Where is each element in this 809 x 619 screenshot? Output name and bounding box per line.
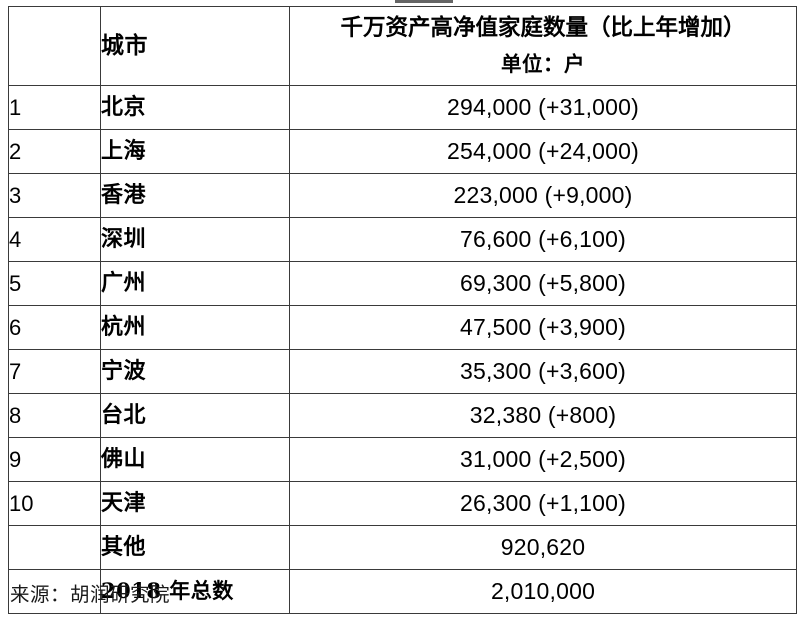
table-row-other: 其他 920,620 xyxy=(8,525,797,570)
cell-value: 32,380 (+800) xyxy=(289,393,797,438)
cell-value: 26,300 (+1,100) xyxy=(289,481,797,526)
cell-rank: 6 xyxy=(8,305,101,350)
cell-rank: 1 xyxy=(8,85,101,130)
table-header-row: 城市 千万资产高净值家庭数量（比上年增加） 单位：户 xyxy=(8,6,797,86)
header-cell-rank xyxy=(8,6,101,86)
table-row: 4 深圳 76,600 (+6,100) xyxy=(8,217,797,262)
hurun-wealth-table: 城市 千万资产高净值家庭数量（比上年增加） 单位：户 1 北京 294,000 … xyxy=(8,6,797,614)
cell-value: 76,600 (+6,100) xyxy=(289,217,797,262)
cell-rank xyxy=(8,525,101,570)
cell-city: 北京 xyxy=(100,85,290,130)
cell-value: 2,010,000 xyxy=(289,569,797,614)
cell-value: 294,000 (+31,000) xyxy=(289,85,797,130)
cell-value: 69,300 (+5,800) xyxy=(289,261,797,306)
cell-city: 佛山 xyxy=(100,437,290,482)
cell-city: 宁波 xyxy=(100,349,290,394)
cell-value: 47,500 (+3,900) xyxy=(289,305,797,350)
header-value-title: 千万资产高净值家庭数量（比上年增加） xyxy=(340,15,746,42)
cell-value: 31,000 (+2,500) xyxy=(289,437,797,482)
table-row-total: 2018 年总数 2,010,000 xyxy=(8,569,797,614)
cell-city: 其他 xyxy=(100,525,290,570)
cell-city: 深圳 xyxy=(100,217,290,262)
cell-value: 35,300 (+3,600) xyxy=(289,349,797,394)
table-body: 城市 千万资产高净值家庭数量（比上年增加） 单位：户 1 北京 294,000 … xyxy=(8,6,797,614)
cell-rank: 5 xyxy=(8,261,101,306)
table-container: 城市 千万资产高净值家庭数量（比上年增加） 单位：户 1 北京 294,000 … xyxy=(8,6,797,614)
cell-rank xyxy=(8,569,101,614)
cell-value: 920,620 xyxy=(289,525,797,570)
cell-rank: 3 xyxy=(8,173,101,218)
header-cell-value: 千万资产高净值家庭数量（比上年增加） 单位：户 xyxy=(289,6,797,86)
cell-city: 杭州 xyxy=(100,305,290,350)
table-row: 6 杭州 47,500 (+3,900) xyxy=(8,305,797,350)
cell-value: 223,000 (+9,000) xyxy=(289,173,797,218)
cell-value: 254,000 (+24,000) xyxy=(289,129,797,174)
scan-artifact xyxy=(395,0,453,3)
header-cell-city: 城市 xyxy=(100,6,290,86)
cell-rank: 8 xyxy=(8,393,101,438)
cell-city: 天津 xyxy=(100,481,290,526)
cell-rank: 9 xyxy=(8,437,101,482)
table-row: 10 天津 26,300 (+1,100) xyxy=(8,481,797,526)
table-row: 7 宁波 35,300 (+3,600) xyxy=(8,349,797,394)
cell-rank: 7 xyxy=(8,349,101,394)
cell-rank: 10 xyxy=(8,481,101,526)
table-row: 2 上海 254,000 (+24,000) xyxy=(8,129,797,174)
table-row: 5 广州 69,300 (+5,800) xyxy=(8,261,797,306)
cell-city: 2018 年总数 xyxy=(100,569,290,614)
table-row: 9 佛山 31,000 (+2,500) xyxy=(8,437,797,482)
table-row: 3 香港 223,000 (+9,000) xyxy=(8,173,797,218)
table-row: 8 台北 32,380 (+800) xyxy=(8,393,797,438)
cell-city: 广州 xyxy=(100,261,290,306)
cell-city: 香港 xyxy=(100,173,290,218)
cell-rank: 4 xyxy=(8,217,101,262)
header-value-unit: 单位：户 xyxy=(501,51,585,76)
cell-rank: 2 xyxy=(8,129,101,174)
source-note: 来源：胡润研究院 xyxy=(10,583,171,606)
table-row: 1 北京 294,000 (+31,000) xyxy=(8,85,797,130)
cell-city: 台北 xyxy=(100,393,290,438)
cell-city: 上海 xyxy=(100,129,290,174)
